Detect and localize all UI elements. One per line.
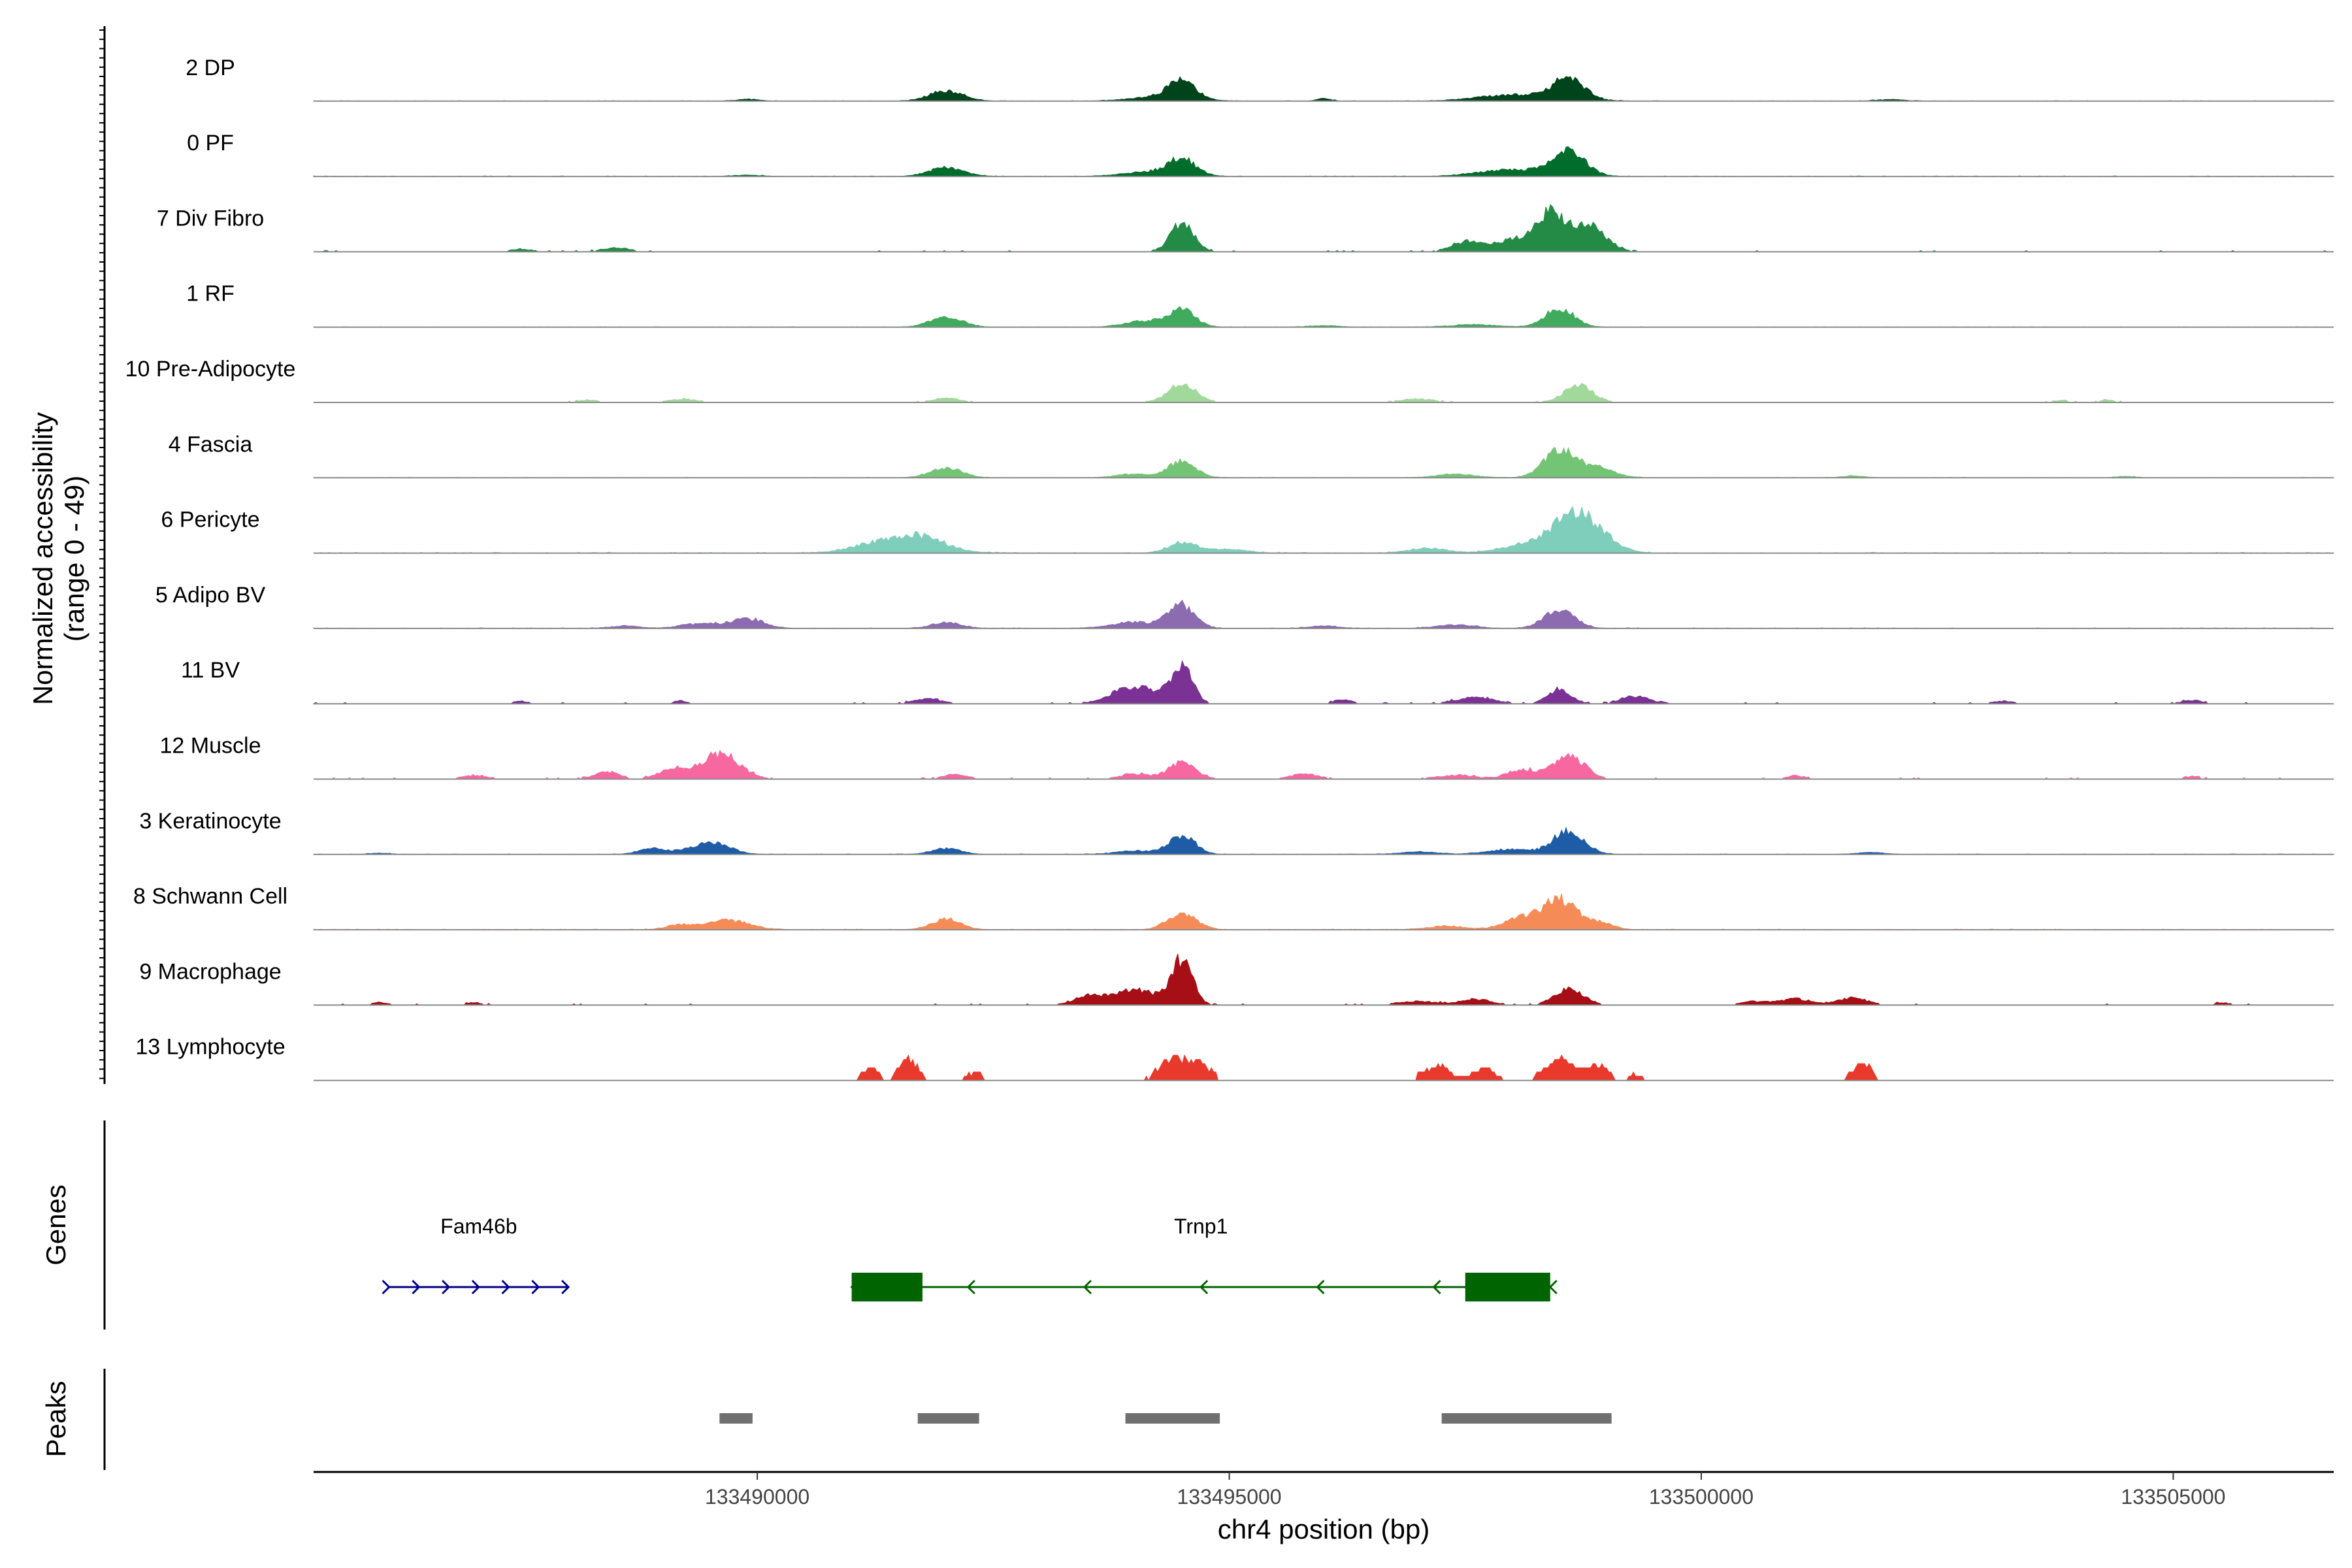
gene-fam46b: Fam46b (382, 1215, 570, 1295)
coverage-area (314, 382, 2334, 403)
track-label: 1 RF (186, 282, 235, 306)
strand-arrow (442, 1279, 451, 1295)
y-axis-title-line1: Normalized accessibility (27, 412, 58, 705)
coverage-area (314, 204, 2334, 253)
strand-arrow (1316, 1279, 1325, 1295)
track-label: 0 PF (187, 131, 234, 155)
track-10-pre-adipocyte: 10 Pre-Adipocyte (125, 357, 2334, 403)
x-axis-ticks: 133490000 133495000 133500000 133505000 (705, 1472, 2225, 1509)
strand-arrow (382, 1279, 391, 1295)
peak-bar (719, 1413, 753, 1424)
strand-arrow (471, 1279, 480, 1295)
strand-arrow (966, 1279, 975, 1295)
strand-arrow (1200, 1279, 1209, 1295)
track-6-pericyte: 6 Pericyte (161, 506, 2334, 554)
track-1-rf: 1 RF (186, 282, 2334, 328)
coverage-area (314, 953, 2334, 1006)
gene-trnp1: Trnp1 (850, 1215, 1558, 1301)
peak-bar (917, 1413, 979, 1424)
track-5-adipo-bv: 5 Adipo BV (155, 583, 2334, 629)
gene-annotations: Fam46b Trnp1 (382, 1215, 1558, 1301)
track-7-div-fibro: 7 Div Fibro (157, 204, 2334, 253)
coverage-area (313, 306, 2334, 328)
track-label: 12 Muscle (160, 734, 261, 759)
track-11-bv: 11 BV (181, 658, 2334, 705)
coverage-area (313, 146, 2334, 177)
gene-label: Trnp1 (1174, 1215, 1228, 1238)
strand-arrow (531, 1279, 540, 1295)
track-9-macrophage: 9 Macrophage (139, 953, 2334, 1006)
x-tick-label: 133500000 (1649, 1485, 1754, 1509)
track-8-schwann-cell: 8 Schwann Cell (133, 884, 2334, 931)
track-label: 8 Schwann Cell (133, 884, 287, 909)
coverage-area (313, 893, 2334, 930)
coverage-area (313, 76, 2334, 102)
coverage-area (314, 1054, 2334, 1081)
track-13-lymphocyte: 13 Lymphocyte (135, 1035, 2334, 1081)
exon-block (851, 1273, 923, 1301)
coverage-tracks: 2 DP 0 PF 7 Div Fibro 1 RF 10 Pre-Adipocyte 4… (125, 56, 2334, 1081)
exon-block (1465, 1273, 1550, 1301)
track-label: 9 Macrophage (139, 959, 281, 984)
peaks-panel-title: Peaks (41, 1381, 71, 1458)
peak-bar (1125, 1413, 1220, 1424)
track-label: 13 Lymphocyte (135, 1035, 285, 1060)
track-label: 2 DP (186, 56, 235, 80)
track-12-muscle: 12 Muscle (160, 734, 2334, 780)
track-0-pf: 0 PF (187, 131, 2334, 178)
track-label: 10 Pre-Adipocyte (125, 357, 296, 382)
track-label: 11 BV (181, 658, 240, 683)
x-tick-label: 133495000 (1177, 1485, 1281, 1509)
peak-bar (1441, 1413, 1612, 1424)
track-label: 3 Keratinocyte (139, 809, 281, 834)
genes-panel-title: Genes (41, 1184, 71, 1266)
strand-arrow (1548, 1279, 1558, 1295)
coverage-area (313, 506, 2334, 554)
coverage-area (313, 826, 2334, 855)
coverage-area (313, 446, 2334, 478)
gene-label: Fam46b (440, 1215, 517, 1238)
track-3-keratinocyte: 3 Keratinocyte (139, 809, 2334, 855)
coverage-area (312, 660, 2334, 704)
x-tick-label: 133490000 (705, 1485, 809, 1509)
coverage-area (313, 599, 2334, 629)
track-4-fascia: 4 Fascia (169, 432, 2334, 479)
track-label: 5 Adipo BV (155, 583, 266, 608)
strand-arrow (501, 1279, 510, 1295)
track-2-dp: 2 DP (186, 56, 2334, 102)
track-label: 6 Pericyte (161, 508, 259, 532)
strand-arrow (1083, 1279, 1092, 1295)
peak-regions (719, 1413, 1612, 1424)
x-axis-title: chr4 position (bp) (1218, 1514, 1430, 1544)
track-label: 7 Div Fibro (157, 206, 264, 231)
track-label: 4 Fascia (169, 432, 253, 457)
y-axis-title-line2: (range 0 - 49) (59, 476, 90, 642)
accessibility-y-axis (99, 26, 106, 1085)
x-tick-label: 133505000 (2121, 1485, 2225, 1509)
strand-arrow (561, 1279, 570, 1295)
coverage-area (314, 749, 2334, 780)
strand-arrow (1432, 1279, 1441, 1295)
strand-arrow (412, 1279, 421, 1295)
